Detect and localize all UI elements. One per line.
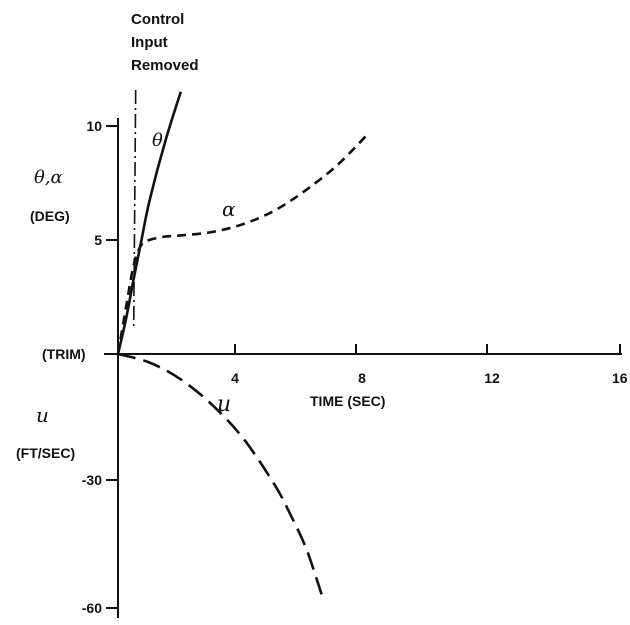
theta-series-line	[116, 91, 183, 355]
x-tick-label-16: 16	[612, 370, 628, 386]
x-axis-title: TIME (SEC)	[310, 393, 385, 409]
control-removed-marker-line	[132, 89, 137, 329]
annotation-line-2: Input	[131, 34, 168, 51]
u-series-label: u	[217, 392, 231, 417]
y-tick-label-minus-60: -60	[82, 600, 102, 616]
y-tick-label-10: 10	[86, 118, 102, 134]
u-series-line	[117, 352, 324, 596]
y-tick-label-5: 5	[94, 232, 102, 248]
alpha-series-line	[116, 131, 370, 355]
y-axis-lower-unit: (FT/SEC)	[16, 445, 75, 461]
y-tick-label-minus-30: -30	[82, 472, 102, 488]
origin-trim-label: (TRIM)	[42, 346, 86, 362]
annotation-line-1: Control	[131, 11, 184, 28]
y-axis-upper-symbol: θ,α	[34, 167, 63, 188]
x-tick-label-4: 4	[231, 370, 239, 386]
x-tick-label-12: 12	[484, 370, 500, 386]
x-tick-label-8: 8	[358, 370, 366, 386]
annotation-line-3: Removed	[131, 57, 199, 74]
alpha-series-label: α	[222, 197, 236, 221]
y-axis-upper-unit: (DEG)	[30, 208, 70, 224]
theta-series-label: θ	[152, 130, 163, 151]
y-axis-lower-symbol: u	[36, 403, 49, 427]
